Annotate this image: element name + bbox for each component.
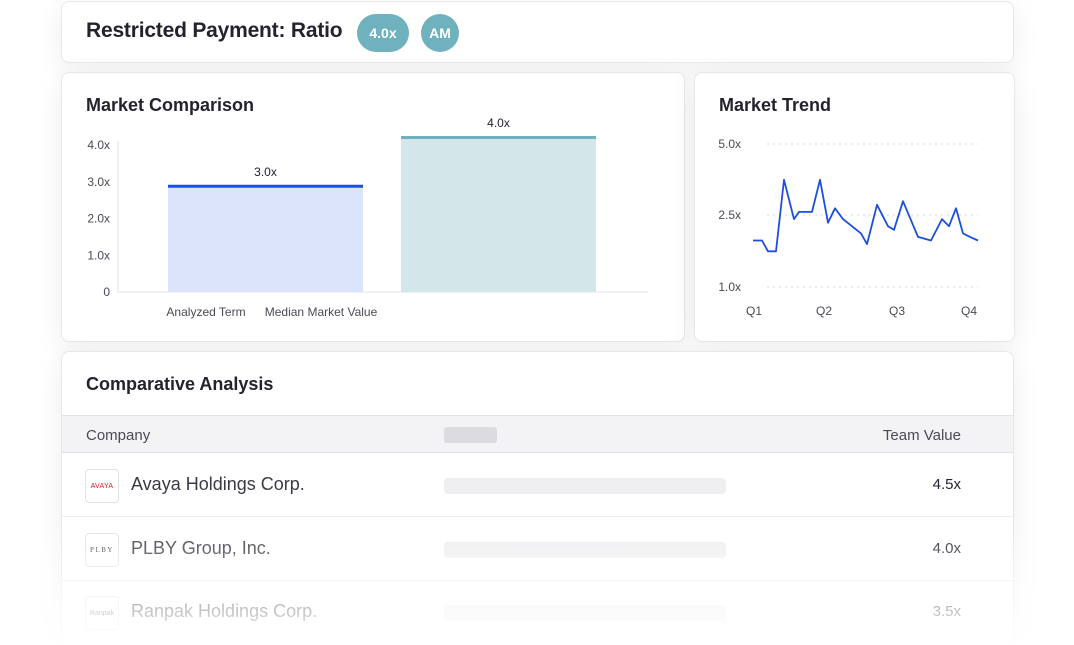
team-value: 4.0x (932, 540, 961, 557)
y-tick-label: 1.0x (87, 248, 110, 262)
y-tick-label: 2.0x (87, 212, 110, 226)
team-value: 4.5x (932, 476, 961, 493)
y-tick-label: 4.0x (87, 138, 110, 152)
table-row[interactable]: AVAYA Avaya Holdings Corp. 4.5x (62, 454, 1013, 517)
y-tick-label: 3.0x (87, 175, 110, 189)
column-header-team-value[interactable]: Team Value (882, 427, 961, 444)
x-category-label: Analyzed Term (166, 305, 245, 319)
market-trend-title: Market Trend (719, 95, 832, 115)
comparative-analysis-title: Comparative Analysis (86, 374, 274, 394)
column-header-placeholder (444, 427, 497, 443)
market-comparison-card: Market Comparison 0 1.0x 2.0x 3.0x 4.0x 3.0x 4… (61, 72, 685, 342)
y-tick-label: 2.5x (718, 208, 741, 222)
x-tick-label: Q4 (961, 304, 977, 318)
company-logo-text: PLBY (90, 546, 114, 554)
trend-line (753, 178, 979, 253)
bar (401, 137, 596, 292)
table-header: Company Team Value (62, 415, 1013, 453)
y-tick-label: 1.0x (718, 280, 741, 294)
market-trend-card: Market Trend 1.0x 2.5x 5.0x Q1 Q2 Q3 Q4 (694, 72, 1015, 342)
company-name: PLBY Group, Inc. (131, 538, 271, 558)
bar-top-line (401, 136, 596, 139)
company-name: Ranpak Holdings Corp. (131, 601, 318, 621)
market-comparison-chart: 0 1.0x 2.0x 3.0x 4.0x 3.0x 4.0x Analyzed Term Me… (87, 116, 648, 319)
bar-value-label: 3.0x (254, 165, 277, 179)
x-category-label: Median Market Value (265, 305, 378, 319)
table-row[interactable]: Ranpak Ranpak Holdings Corp. 3.5x (62, 581, 1013, 644)
row-placeholder-bar (444, 542, 726, 558)
team-value: 3.5x (932, 603, 961, 620)
company-logo-text: Ranpak (89, 609, 115, 617)
avatar[interactable]: AM (421, 14, 459, 52)
table-row[interactable]: PLBY PLBY Group, Inc. 4.0x (62, 518, 1013, 581)
page-title: Restricted Payment: Ratio (86, 19, 343, 42)
company-logo: AVAYA (85, 469, 119, 503)
y-tick-label: 5.0x (718, 137, 741, 151)
bar-top-line (168, 184, 363, 188)
x-tick-label: Q3 (889, 304, 905, 318)
row-placeholder-bar (444, 605, 726, 621)
bar-value-label: 4.0x (487, 116, 510, 130)
company-logo-text: AVAYA (90, 482, 114, 490)
market-trend-chart: 1.0x 2.5x 5.0x Q1 Q2 Q3 Q4 (718, 137, 979, 318)
company-name: Avaya Holdings Corp. (131, 474, 305, 494)
x-tick-label: Q2 (816, 304, 832, 318)
comparative-analysis-card: Comparative Analysis Company Team Value … (61, 351, 1014, 645)
company-logo: Ranpak (85, 596, 119, 630)
row-placeholder-bar (444, 478, 726, 494)
market-comparison-title: Market Comparison (86, 95, 255, 115)
header-card: Restricted Payment: Ratio 4.0x AM (61, 1, 1014, 63)
ratio-badge[interactable]: 4.0x (357, 14, 409, 52)
y-tick-label: 0 (103, 285, 110, 299)
company-logo: PLBY (85, 533, 119, 567)
column-header-company[interactable]: Company (86, 427, 151, 444)
x-tick-label: Q1 (746, 304, 762, 318)
bar (168, 185, 363, 292)
